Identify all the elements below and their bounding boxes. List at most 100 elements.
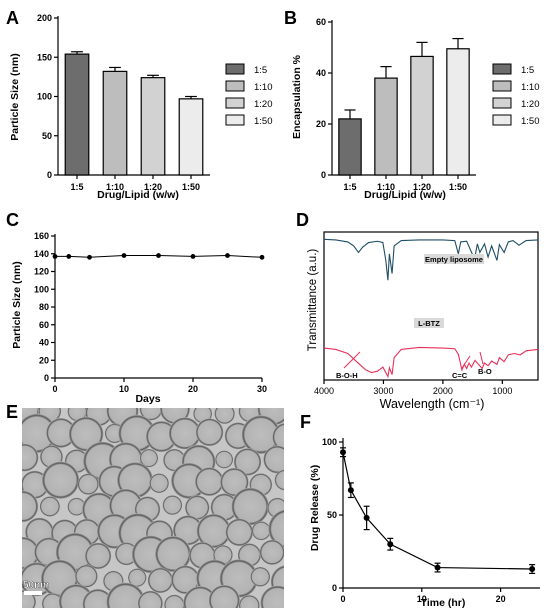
panel-label-b: B [284,8,297,28]
vesicle [77,473,99,495]
vesicle [195,418,224,447]
panel-c-ytick-label-4: 80 [39,302,49,312]
panel-d-label-bg-1 [414,318,444,328]
panel-c-series-line [55,255,263,258]
vesicle [238,594,260,608]
panel-b-bar-1 [374,77,398,176]
vesicle [154,535,192,573]
panel-a-ytick-label-0: 0 [47,170,52,180]
vesicle [220,467,249,497]
vesicle [251,521,271,541]
vesicle [145,420,178,453]
panel-b-ytick-label-0: 0 [321,170,326,180]
panel-f-point-3 [387,541,394,548]
panel-c-ytick-label-1: 20 [39,355,49,365]
panel-a-ytick-label-1: 50 [42,131,52,141]
panel-b-legend-label-3: 1:50 [521,116,540,127]
vesicle [67,497,86,516]
panel-c-line-chart: Particle Size (nm) Days 0204060801001201… [11,231,267,405]
vesicle [241,415,281,455]
panel-b-ytick-label-3: 60 [316,17,326,27]
panel-f-xtick-label-2: 20 [496,594,506,604]
panel-f-ytick-label-2: 100 [322,437,337,447]
vesicle [127,568,147,587]
panel-d-series-1 [323,346,539,379]
panel-c-point-6 [225,253,230,258]
panel-c-xtick-label-3: 30 [257,384,267,394]
panel-b-xtick-label-3: 1:50 [449,182,467,192]
scale-bar [24,591,42,595]
panel-d-xtick-label-2: 2000 [433,386,453,396]
panel-a-xlabel: Drug/Lipid (w/w) [97,189,179,201]
panel-a-bar-3 [178,98,204,176]
panel-f-ytick-label-1: 50 [327,510,337,520]
panel-b-legend-swatch-3 [492,114,512,126]
panel-e-micrograph: 50nm [22,408,284,608]
panel-f-point-0 [340,449,346,456]
panel-b-legend-label-0: 1:5 [521,65,534,76]
vesicle [22,490,39,523]
panel-label-e: E [6,402,18,422]
panel-c-xtick-label-2: 20 [188,384,198,394]
panel-b-bar-0 [338,118,362,176]
panel-f-point-5 [529,566,536,573]
panel-d-xlabel: Wavelength (cm⁻¹) [380,397,485,411]
vesicle [82,588,114,608]
panel-f-point-1 [347,487,354,494]
panel-c-ytick-label-7: 140 [34,249,49,259]
panel-d-annotation-0: B-O-H [336,371,358,380]
panel-c-point-0 [52,254,58,259]
panel-a-legend-label-2: 1:20 [254,99,273,110]
panel-c-point-7 [259,254,265,260]
panel-a-legend-swatch-0 [225,63,245,75]
panel-a-ytick-label-3: 150 [37,52,52,62]
panel-b-legend-swatch-2 [492,97,512,109]
panel-label-a: A [6,8,19,28]
panel-a-ytick-label-2: 100 [37,92,52,102]
vesicle [233,448,262,476]
vesicle [149,473,170,494]
vesicle [74,564,98,588]
panel-d-ylabel: Transmittance (a.u.) [307,249,319,352]
panel-a-legend-swatch-3 [225,114,245,126]
panel-b-xlabel: Drug/Lipid (w/w) [364,189,446,201]
panel-a-xtick-label-0: 1:5 [70,182,83,192]
micrograph-vesicles [22,408,284,608]
panel-b-bar-2 [410,55,434,176]
panel-d-annotation-arrow-0 [343,351,361,369]
vesicle [259,539,284,565]
panel-b-ylabel: Encapsulation % [291,54,303,139]
panel-f-series-line [342,452,533,570]
panel-b-legend-swatch-0 [492,63,512,75]
panel-d-xtick-label-0: 4000 [314,386,334,396]
panel-d-xtick-label-1: 3000 [373,386,393,396]
panel-f-release-curve: Drug Release (%) Time (hr) 0 50 100 0 10 20 [309,437,540,609]
panel-d-xtick-label-3: 1000 [492,386,512,396]
panel-c-ytick-label-6: 120 [34,267,49,277]
vesicle [260,585,284,608]
panel-label-d: D [296,210,309,230]
vesicle [194,467,224,497]
panel-d-series-0 [323,238,539,281]
vesicle [208,584,241,608]
vesicle [263,445,284,474]
panel-b-legend-swatch-1 [492,80,512,92]
panel-a-bar-1 [102,70,128,176]
panel-b-bar-3 [446,48,470,176]
panel-b-legend-label-2: 1:20 [521,99,540,110]
panel-a-legend-label-1: 1:10 [254,82,273,93]
panel-a-bar-2 [140,77,166,176]
panel-a-ylabel: Particle Size (nm) [9,53,21,141]
vesicle [196,513,231,549]
vesicle [68,416,104,452]
panel-b-bar-chart: Encapsulation % Drug/Lipid (w/w) 0 20 40 60… [291,17,540,201]
panel-a-legend-swatch-1 [225,80,245,92]
vesicle [250,566,271,587]
vesicle [215,450,234,469]
panel-c-ytick-label-2: 40 [39,338,49,348]
panel-d-label-bg-0 [424,254,484,264]
panel-f-point-4 [434,564,441,571]
panel-d-annotation-arrow-2 [479,351,484,365]
panel-d-annotation-arrow-1 [461,355,471,369]
